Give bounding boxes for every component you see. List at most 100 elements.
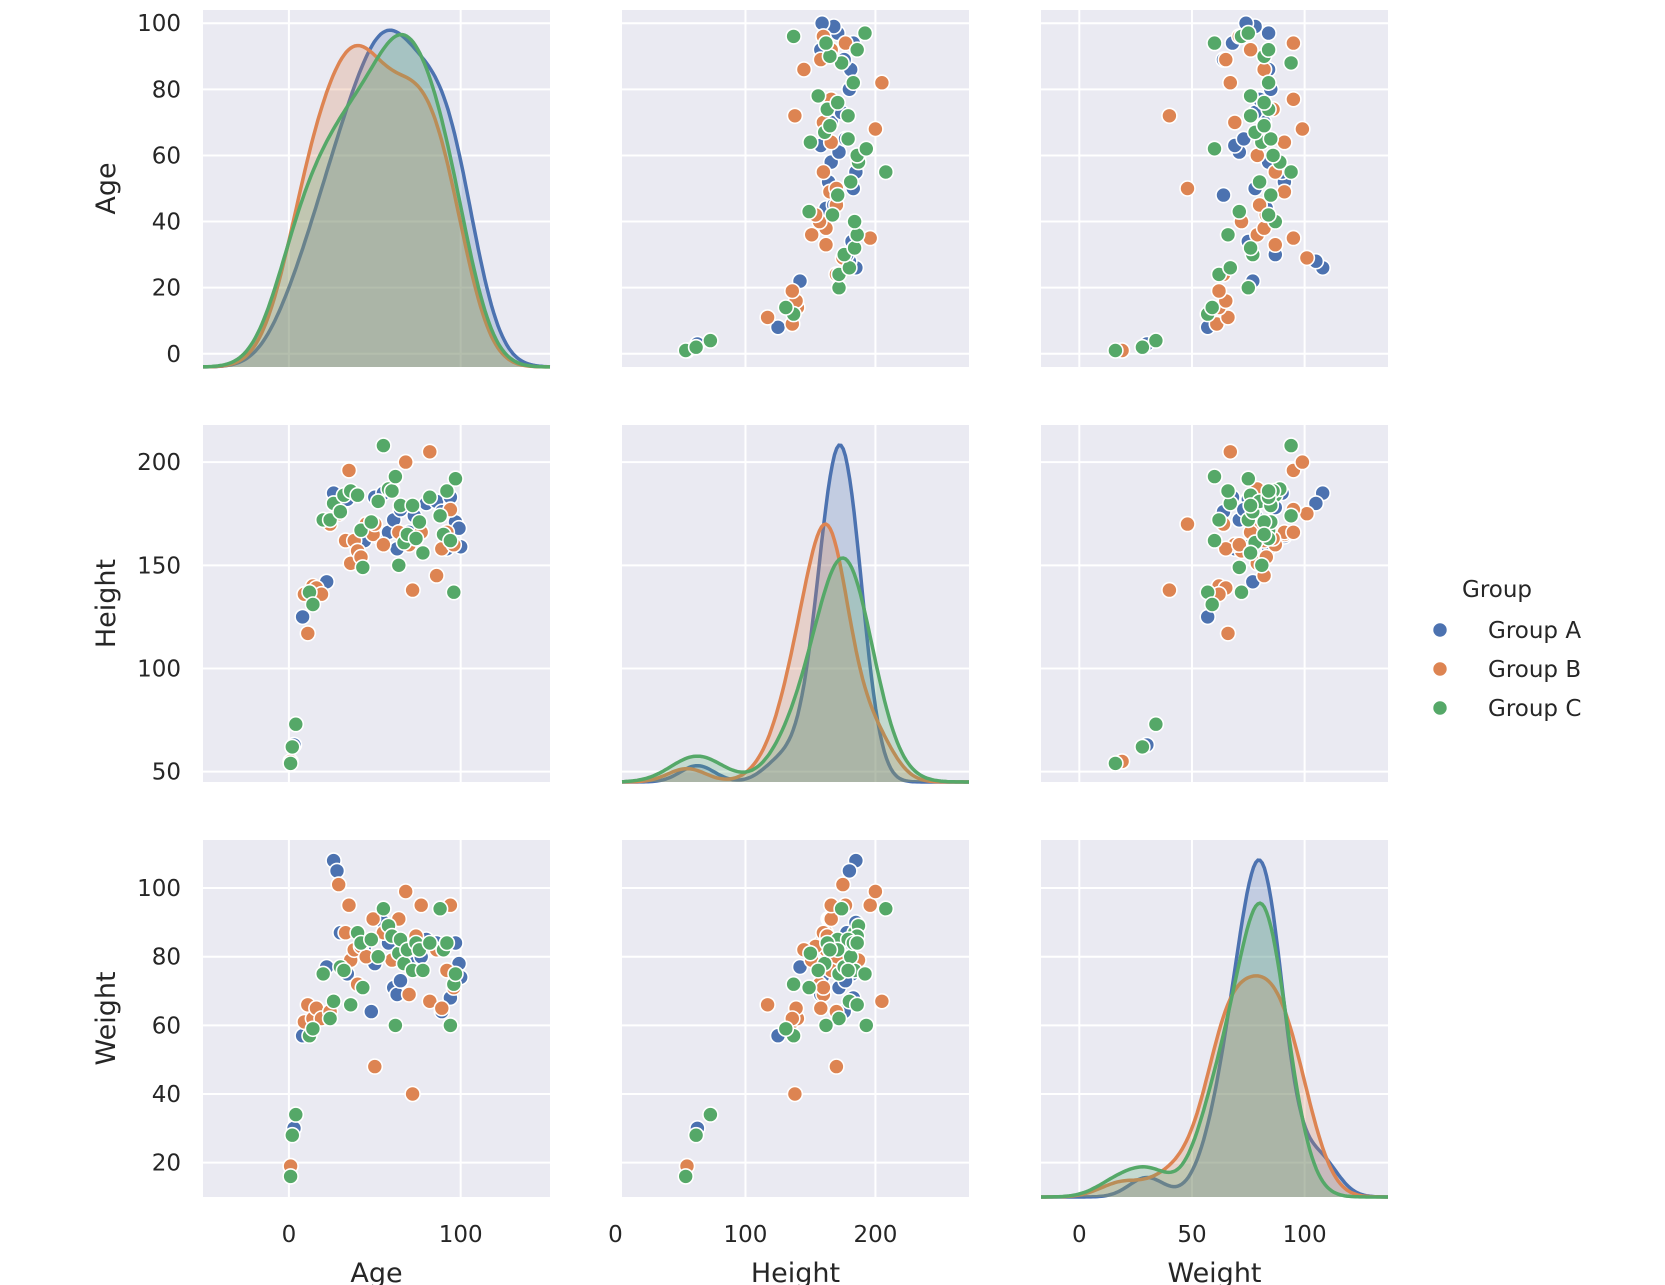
kde-fill-group-a xyxy=(1041,860,1388,1197)
point-group-c xyxy=(1242,239,1259,257)
point-group-c xyxy=(702,1106,719,1123)
point-group-a xyxy=(392,972,409,990)
point-group-b xyxy=(795,61,813,78)
y-tick-label: 20 xyxy=(152,276,181,302)
plot-background xyxy=(1041,840,1388,1197)
point-group-b xyxy=(786,107,804,125)
point-group-c xyxy=(1251,173,1268,191)
point-group-c xyxy=(839,130,857,148)
legend-item-group-a: Group A xyxy=(1431,618,1581,644)
y-tick-label: 0 xyxy=(166,342,181,368)
point-group-b xyxy=(1285,91,1302,108)
kde-fill-group-c xyxy=(1041,903,1388,1197)
point-group-c xyxy=(1231,203,1248,220)
point-group-c xyxy=(1260,41,1277,59)
plot-background xyxy=(203,840,550,1197)
cell-age-vs-age xyxy=(203,10,551,369)
point-group-b xyxy=(433,999,451,1017)
point-group-c xyxy=(1282,54,1300,72)
point-group-c xyxy=(404,497,421,514)
point-group-c xyxy=(304,596,322,613)
kde-line-group-b xyxy=(621,522,969,784)
point-group-c xyxy=(809,962,827,979)
point-group-c xyxy=(390,556,408,574)
point-group-c xyxy=(809,87,827,105)
point-group-c xyxy=(677,1168,695,1185)
point-group-c xyxy=(817,34,835,52)
point-group-b xyxy=(834,876,852,893)
legend-marker xyxy=(1431,660,1449,678)
point-group-c xyxy=(349,486,366,504)
point-group-b xyxy=(1231,536,1248,554)
point-group-b xyxy=(815,163,832,181)
point-group-c xyxy=(848,934,866,952)
point-group-b xyxy=(1210,282,1228,300)
point-group-b xyxy=(421,443,439,461)
point-group-c xyxy=(1255,94,1273,111)
point-group-c xyxy=(369,948,387,966)
kde-line-group-c xyxy=(203,32,550,369)
point-group-c xyxy=(785,975,802,993)
point-group-c xyxy=(447,470,464,488)
legend-title: Group xyxy=(1462,577,1532,603)
x-axis-label: Weight xyxy=(1167,1258,1261,1285)
point-group-c xyxy=(839,962,857,979)
point-group-c xyxy=(856,965,874,983)
point-group-c xyxy=(848,41,866,59)
cell-weight-vs-age xyxy=(203,840,550,1197)
point-group-b xyxy=(1222,443,1239,461)
point-group-c xyxy=(846,239,863,257)
point-group-c xyxy=(431,507,449,525)
point-group-b xyxy=(1161,107,1178,125)
legend-item-group-c: Group C xyxy=(1431,696,1581,722)
point-group-c xyxy=(387,1017,404,1034)
point-group-c xyxy=(846,213,863,230)
point-group-c xyxy=(777,299,795,316)
point-group-c xyxy=(335,962,353,979)
point-group-c xyxy=(1253,556,1271,574)
point-group-c xyxy=(342,996,360,1014)
point-group-b xyxy=(815,979,832,996)
point-group-c xyxy=(354,559,372,576)
point-group-b xyxy=(1298,249,1316,267)
y-tick-label: 80 xyxy=(152,77,181,103)
pairplot-grid xyxy=(203,10,1388,1199)
y-tick-label: 100 xyxy=(137,876,181,902)
point-group-c xyxy=(369,493,387,510)
point-group-c xyxy=(1219,482,1237,500)
point-group-c xyxy=(1219,226,1237,244)
point-group-c xyxy=(1260,74,1277,91)
point-group-c xyxy=(687,338,705,356)
point-group-b xyxy=(759,309,776,326)
point-group-c xyxy=(1260,206,1277,224)
point-group-b xyxy=(812,999,830,1017)
point-group-c xyxy=(332,503,349,521)
plot-background xyxy=(203,425,550,782)
point-group-b xyxy=(759,996,776,1014)
x-axis-label: Age xyxy=(350,1258,402,1285)
y-axis-label: Weight xyxy=(91,971,122,1065)
point-group-b xyxy=(1294,453,1311,471)
point-group-c xyxy=(1242,497,1259,514)
point-group-c xyxy=(304,1020,322,1038)
x-tick-label: 0 xyxy=(608,1222,623,1248)
point-group-c xyxy=(800,203,818,220)
point-group-c xyxy=(1282,163,1300,181)
kde-fill-group-b xyxy=(1041,975,1388,1197)
legend-item-group-b: Group B xyxy=(1431,657,1581,683)
point-group-c xyxy=(287,715,305,733)
point-group-c xyxy=(842,173,860,191)
point-group-b xyxy=(1222,74,1239,91)
point-group-a xyxy=(362,1003,380,1020)
point-group-c xyxy=(848,996,866,1014)
point-group-c xyxy=(857,140,875,158)
point-group-b xyxy=(366,1058,384,1075)
point-group-c xyxy=(777,1020,795,1038)
point-group-c xyxy=(354,979,372,996)
point-group-c xyxy=(1147,715,1165,733)
point-group-b xyxy=(1285,229,1302,247)
point-group-b xyxy=(1294,120,1311,138)
point-group-c xyxy=(1240,470,1257,488)
point-group-c xyxy=(1206,140,1223,158)
point-group-b xyxy=(817,236,835,253)
